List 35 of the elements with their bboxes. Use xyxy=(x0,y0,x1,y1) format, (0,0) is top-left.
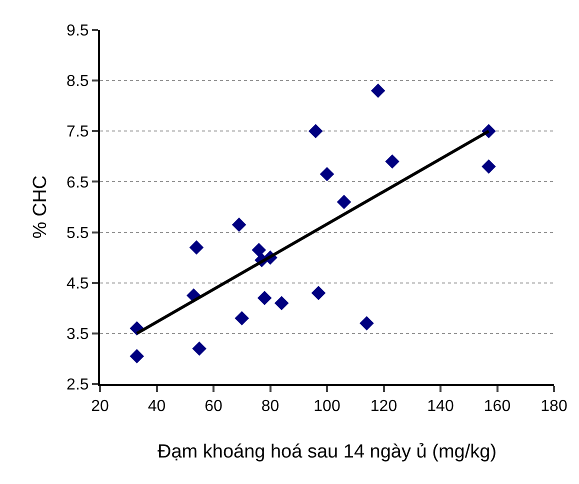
x-tick-label: 160 xyxy=(484,398,511,416)
point xyxy=(482,159,496,174)
x-tick-label: 20 xyxy=(91,398,109,416)
y-tick-label: 8.5 xyxy=(66,73,89,90)
x-tick-label: 60 xyxy=(204,398,222,416)
point xyxy=(130,349,144,364)
x-tick-label: 120 xyxy=(370,398,398,416)
y-tick-label: 9.5 xyxy=(66,22,89,40)
point xyxy=(360,316,374,330)
y-tick-label: 7.5 xyxy=(66,124,89,141)
point xyxy=(370,84,386,98)
point xyxy=(274,296,289,310)
y-tick-label: 6.5 xyxy=(66,174,89,192)
x-tick-label: 100 xyxy=(314,398,340,416)
point xyxy=(189,240,204,255)
x-tick-label: 80 xyxy=(261,398,280,416)
point xyxy=(252,242,266,258)
y-axis-title: % CHC xyxy=(30,175,51,239)
point xyxy=(232,218,246,232)
point xyxy=(234,311,250,326)
point xyxy=(308,124,323,138)
y-tick-label: 5.5 xyxy=(66,224,89,242)
point xyxy=(311,286,326,300)
point xyxy=(320,166,334,182)
y-tick-label: 3.5 xyxy=(66,326,89,344)
y-tick-label: 2.5 xyxy=(66,376,89,394)
x-tick-label: 40 xyxy=(148,398,166,416)
point xyxy=(336,194,352,210)
y-tick-label: 4.5 xyxy=(66,275,89,292)
x-tick-label: 180 xyxy=(540,398,568,416)
x-axis-title: Đạm khoáng hoá sau 14 ngày ủ (mg/kg) xyxy=(157,442,497,462)
x-tick-label: 140 xyxy=(427,398,454,416)
point xyxy=(192,341,206,356)
point xyxy=(385,154,400,169)
point xyxy=(257,290,272,306)
